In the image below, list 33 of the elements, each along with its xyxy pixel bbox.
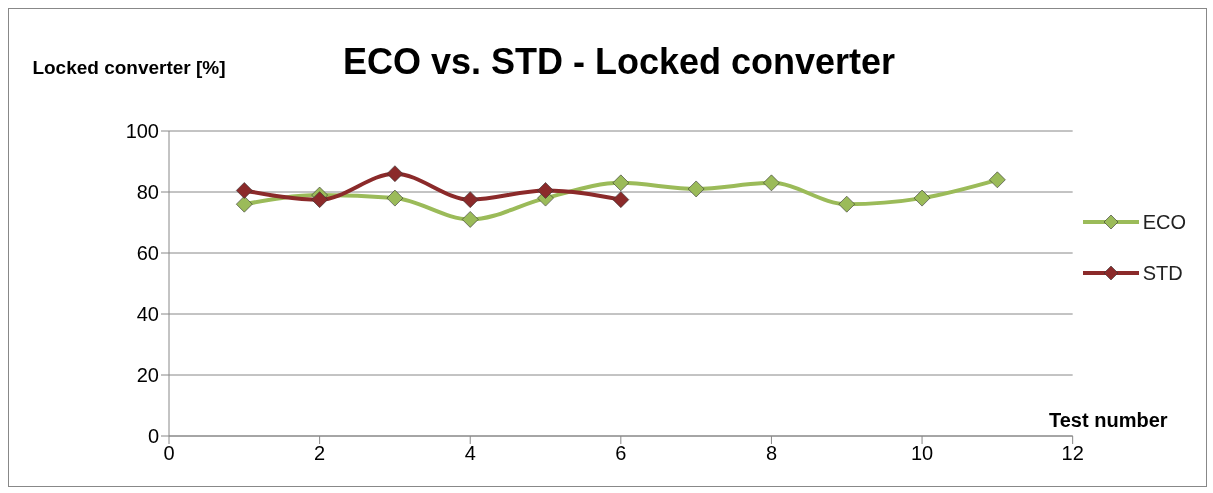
point: [989, 171, 1006, 189]
point: [687, 180, 705, 198]
point: [236, 182, 253, 199]
point: [612, 191, 630, 208]
y-axis-title: Locked converter [%]: [31, 56, 227, 80]
y-tick-label: 0: [147, 425, 159, 448]
legend-label: STD: [1142, 261, 1183, 285]
x-axis-title: Test number: [1049, 409, 1168, 432]
x-tick-label: 6: [615, 442, 627, 465]
x-tick-label: 0: [163, 442, 175, 465]
x-tick-label: 2: [314, 442, 326, 465]
legend-label: ECO: [1142, 210, 1186, 234]
y-tick-label: 100: [125, 120, 159, 143]
x-tick-label: 10: [910, 442, 934, 465]
point: [386, 189, 404, 207]
x-tick-label: 12: [1061, 442, 1084, 465]
point: [311, 191, 328, 208]
x-tick-label: 8: [765, 442, 777, 465]
y-tick-label: 60: [136, 242, 159, 265]
point: [386, 165, 404, 182]
chart-title: ECO vs. STD - Locked converter: [341, 41, 897, 83]
point: [537, 182, 554, 199]
point: [461, 211, 479, 228]
point: [461, 191, 479, 208]
point: [236, 195, 253, 213]
point: [913, 189, 931, 207]
point: [612, 174, 630, 192]
x-tick-label: 4: [464, 442, 476, 465]
point: [763, 174, 780, 192]
y-tick-label: 20: [136, 364, 159, 387]
y-tick-label: 80: [136, 181, 159, 204]
point: [838, 195, 856, 213]
y-tick-label: 40: [136, 303, 159, 326]
